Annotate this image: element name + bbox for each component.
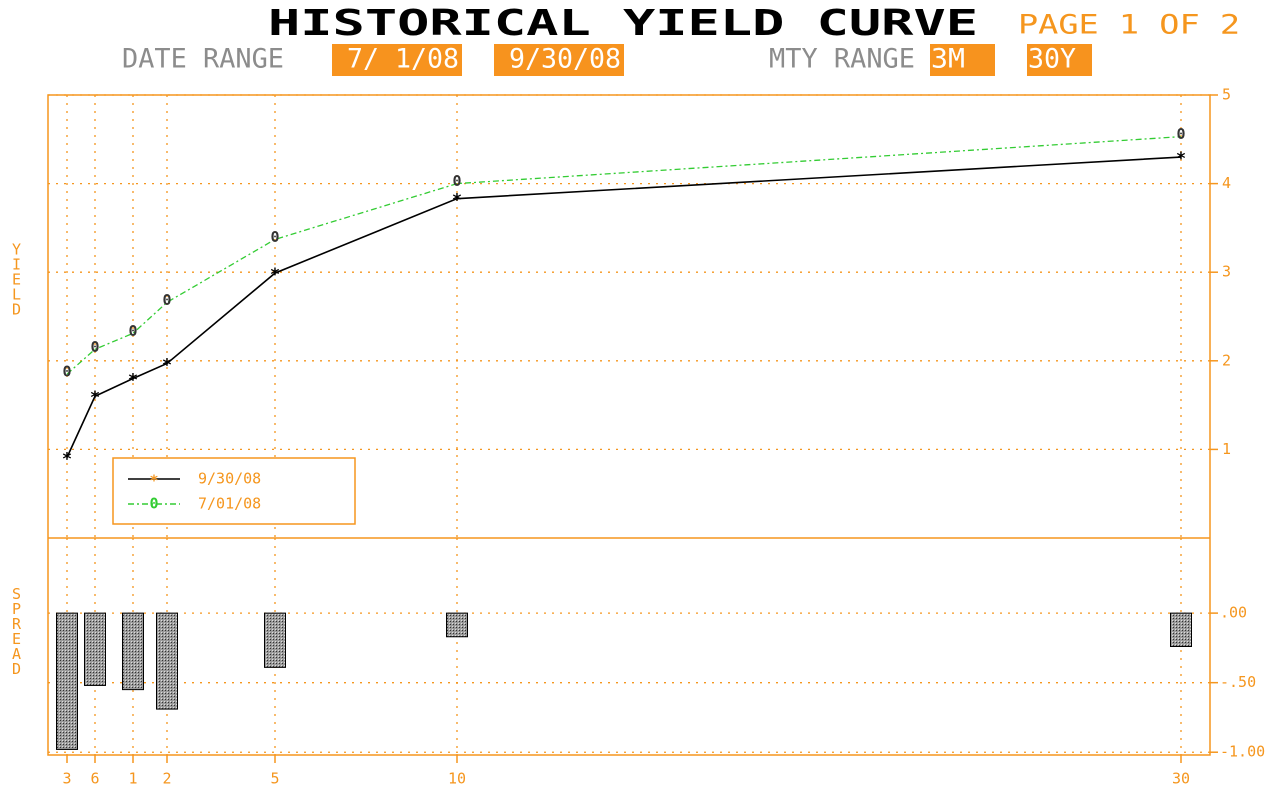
bar xyxy=(56,612,78,750)
x-tick-label: 3 xyxy=(62,770,71,786)
y-tick-label: 4 xyxy=(1222,174,1231,192)
point-marker: * xyxy=(1176,149,1186,169)
y-tick-label: .00 xyxy=(1220,604,1247,622)
point-marker: * xyxy=(162,355,172,375)
point-marker: 0 xyxy=(90,338,99,356)
bar xyxy=(264,612,286,668)
point-marker: * xyxy=(62,449,72,469)
y-axis-label: YIELD xyxy=(8,241,26,316)
point-marker: * xyxy=(90,388,100,408)
bar xyxy=(446,612,468,638)
mty-from-box[interactable] xyxy=(930,44,995,76)
x-tick-label: 6 xyxy=(90,770,99,786)
mty-to-box[interactable] xyxy=(1027,44,1092,76)
y-tick-label: 2 xyxy=(1222,351,1231,369)
x-tick-label: 1 xyxy=(128,770,137,786)
y-tick-label: -.50 xyxy=(1220,673,1256,691)
date-to[interactable]: 9/30/08 xyxy=(509,44,621,75)
series-line xyxy=(66,135,1182,375)
point-marker: 0 xyxy=(128,322,137,340)
legend-marker: * xyxy=(149,472,158,490)
x-tick-label: 5 xyxy=(270,770,279,786)
y-tick-label: 1 xyxy=(1222,440,1231,458)
date-to-box[interactable] xyxy=(494,44,624,76)
point-marker: * xyxy=(270,265,280,285)
legend-box xyxy=(112,457,356,525)
bar xyxy=(156,612,178,710)
series-line xyxy=(66,156,1182,458)
point-marker: * xyxy=(452,191,462,211)
legend-label: 7/01/08 xyxy=(198,495,261,513)
y-tick-label: 3 xyxy=(1222,263,1231,281)
point-marker: * xyxy=(128,371,138,391)
y-tick-label: 5 xyxy=(1222,86,1231,104)
point-marker: 0 xyxy=(62,363,71,381)
title: HISTORICAL YIELD CURVE xyxy=(268,3,978,44)
legend-label: 9/30/08 xyxy=(198,470,261,488)
point-marker: 0 xyxy=(1176,125,1185,143)
bar xyxy=(122,612,144,691)
bar xyxy=(84,612,106,686)
point-marker: 0 xyxy=(452,172,461,190)
date-range-label: DATE RANGE xyxy=(122,44,284,75)
bar xyxy=(1170,612,1192,647)
legend-marker: 0 xyxy=(149,495,158,513)
plot-frame xyxy=(47,94,1211,756)
mty-from[interactable]: 3M xyxy=(931,44,965,75)
mty-range-label: MTY RANGE xyxy=(769,44,915,75)
page-indicator: PAGE 1 OF 2 xyxy=(1018,10,1240,41)
y-tick-label: -1.00 xyxy=(1220,743,1265,761)
date-from-box[interactable] xyxy=(332,44,462,76)
mty-to[interactable]: 30Y xyxy=(1028,44,1076,75)
y-axis-label: SPREAD xyxy=(8,585,26,675)
date-from[interactable]: 7/ 1/08 xyxy=(347,44,459,75)
point-marker: 0 xyxy=(270,228,279,246)
x-tick-label: 10 xyxy=(448,770,466,786)
x-tick-label: 30 xyxy=(1172,770,1190,786)
point-marker: 0 xyxy=(162,291,171,309)
x-tick-label: 2 xyxy=(162,770,171,786)
